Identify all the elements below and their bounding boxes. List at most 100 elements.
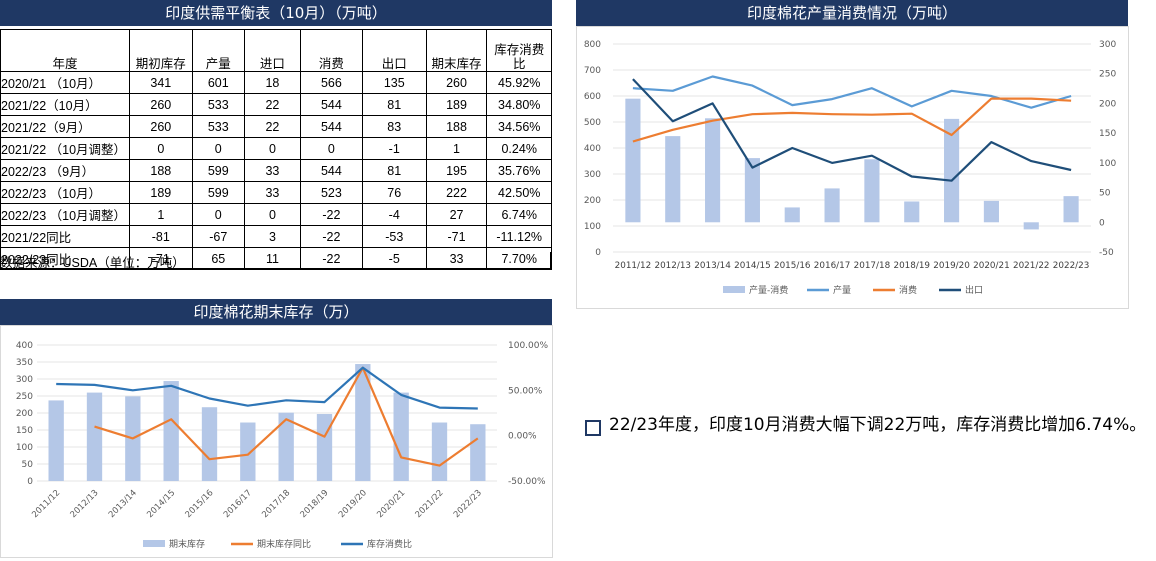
table-row: 2020/21 （10月） 341 601 18 566 135 260 45.92% [0,71,552,94]
supply-demand-table: 年度 期初库存 产量 进口 消费 出口 期末库存 库存消费比 2020/21 （… [0,29,552,270]
chart2-legend-label: 期末库存同比 [257,538,311,550]
row-label: 2021/22（9月） [0,115,130,138]
table-cell: 0 [191,203,245,226]
table-cell: -11.12% [486,225,552,248]
table-cell: 601 [191,71,245,94]
chart2-title: 印度棉花期末库存（万） [0,299,552,325]
chart2-x-tick: 2013/14 [107,488,139,520]
header-exports: 出口 [361,29,427,72]
chart1-x-tick: 2021/22 [1013,261,1050,271]
row-label: 2022/23 （10月调整） [0,203,130,226]
table-cell: -22 [299,225,363,248]
table-cell: 35.76% [486,159,552,182]
chart1-bar [625,98,641,223]
header-ending-stock: 期末库存 [425,29,488,72]
chart1-y-right-tick: 150 [1099,129,1116,139]
chart1-y-left-tick: 400 [584,144,601,154]
table-row: 2022/23同比 -71 65 11 -22 -5 33 7.70% [0,247,552,270]
chart1-y-right-tick: 300 [1099,40,1116,50]
chart1-bar [983,200,999,223]
chart1-legend-swatch [723,286,745,293]
table-cell: 189 [128,181,193,204]
ending-stock-chart: 0 50 100 150 200 250 300 350 400 -50.00% 0.00% 50.0… [16,341,549,550]
table-cell: 11 [243,247,301,270]
chart1-bar [1023,222,1039,230]
table-cell: -5 [361,247,427,270]
table-cell: 22 [243,93,301,116]
table-cell: 533 [191,93,245,116]
row-label: 2021/22（10月） [0,93,130,116]
table-cell: 81 [361,93,427,116]
table-cell: 599 [191,159,245,182]
chart2-bar [163,381,179,481]
chart1-bar [1063,196,1079,223]
chart2-bar [240,422,256,481]
chart1-y-left-tick: 100 [584,222,601,232]
chart2-y-left-tick: 50 [22,460,34,470]
chart2-bar [355,364,371,481]
chart1-y-right-tick: 200 [1099,99,1116,109]
bullet-square-icon [585,420,601,436]
table-cell: 260 [128,115,193,138]
chart2-bar [470,424,486,481]
chart1-x-tick: 2022/23 [1053,261,1090,271]
chart2-y-left-tick: 400 [16,341,33,351]
chart2-bar [393,392,409,481]
table-row: 2022/23 （10月调整） 1 0 0 -22 -4 27 6.74% [0,203,552,226]
chart1-bar [944,118,960,223]
chart2-y-left-tick: 150 [16,426,33,436]
chart1-x-tick: 2017/18 [854,261,891,271]
table-cell: 1 [128,203,193,226]
chart2-y-left-tick: 200 [16,409,33,419]
chart1-y-left-tick: 300 [584,170,601,180]
chart2-bar [278,412,294,481]
chart1-legend-label: 出口 [965,284,983,296]
table-row: 2022/23 （9月） 188 599 33 544 81 195 35.76% [0,159,552,182]
table-cell: 599 [191,181,245,204]
table-cell: 188 [128,159,193,182]
row-label: 2021/22 （10月调整） [0,137,130,160]
table-cell: 34.56% [486,115,552,138]
header-stock-use-ratio: 库存消费比 [486,29,552,72]
chart1-legend-label: 产量 [833,284,851,296]
chart2-x-tick: 2011/12 [30,488,62,520]
table-row: 2022/23 （10月） 189 599 33 523 76 222 42.50% [0,181,552,204]
chart2-x-tick: 2016/17 [222,488,254,520]
table-cell: 3 [243,225,301,248]
row-label: 2022/23 （9月） [0,159,130,182]
chart1-x-tick: 2018/19 [893,261,930,271]
table-cell: 76 [361,181,427,204]
chart2-legend-label: 期末库存 [169,538,205,550]
chart2-bar [201,407,218,481]
table-cell: 33 [243,159,301,182]
chart1-title: 印度棉花产量消费情况（万吨） [576,0,1128,26]
table-cell: 0.24% [486,137,552,160]
table-cell: 0 [243,203,301,226]
header-opening-stock: 期初库存 [128,29,193,72]
production-consumption-chart: 0 100 200 300 400 500 600 700 800 -50 0 50 100 150 200… [584,40,1117,296]
chart1-y-left-tick: 800 [584,40,601,50]
table-cell: 7.70% [486,247,552,270]
chart1-x-tick: 2019/20 [933,261,970,271]
table-cell: -22 [299,203,363,226]
header-year: 年度 [0,29,130,72]
chart1-bar [864,159,880,223]
table-cell: 341 [128,71,193,94]
row-label: 2020/21 （10月） [0,71,130,94]
header-consumption: 消费 [299,29,363,72]
table-cell: -67 [191,225,245,248]
table-cell: 45.92% [486,71,552,94]
table-cell: 260 [128,93,193,116]
table-cell: 0 [299,137,363,160]
table-cell: 544 [299,159,363,182]
chart1-y-left-tick: 200 [584,196,601,206]
table-cell: -53 [361,225,427,248]
chart2-y-left-tick: 350 [16,358,33,368]
chart2-x-tick: 2015/16 [184,488,216,520]
chart1-frame: 0 100 200 300 400 500 600 700 800 -50 0 50 100 150 200… [576,26,1129,309]
chart1-bar [784,207,800,223]
table-cell: 523 [299,181,363,204]
chart2-y-right-tick: 100.00% [508,341,548,351]
table-cell: 0 [243,137,301,160]
table-cell: 135 [361,71,427,94]
